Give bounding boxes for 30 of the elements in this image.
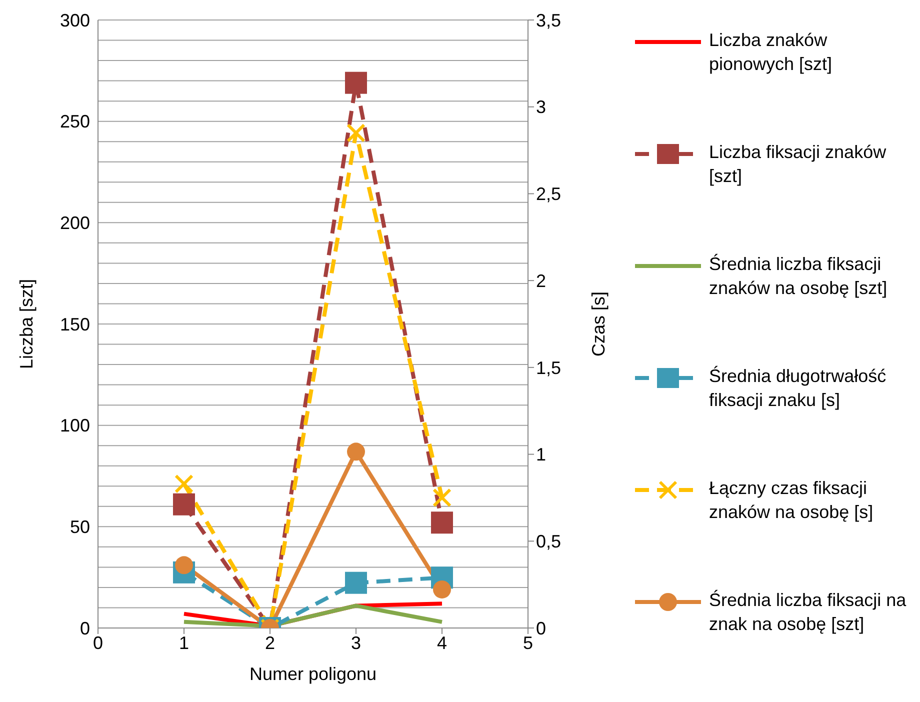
y2-tick-label: 1 xyxy=(536,444,546,465)
legend-label: Średnia liczba fiksacji znaków na osobę [szt] xyxy=(709,252,888,300)
x-tick-label: 0 xyxy=(92,632,104,653)
legend-label: Liczba znaków pionowych [szt] xyxy=(709,29,834,76)
y-tick-label: 50 xyxy=(70,517,90,538)
y-axis-title: Liczba [szt] xyxy=(16,278,36,370)
y2-axis-title: Czas [s] xyxy=(588,291,608,357)
x-tick-label: 4 xyxy=(436,632,448,653)
y2-tick-label: 3 xyxy=(536,97,546,118)
legend-label: Liczba fiksacji znaków [szt] xyxy=(709,141,888,188)
y2-tick-label: 3,5 xyxy=(536,10,562,30)
y2-tick-label: 0,5 xyxy=(536,532,562,552)
legend-label: Średnia liczba fiksacji na znak na osobę [szt] xyxy=(709,588,908,636)
x-tick-label: 2 xyxy=(264,632,276,653)
y2-tick-label: 0 xyxy=(536,618,546,638)
y-tick-label: 300 xyxy=(60,10,90,30)
y-tick-label: 100 xyxy=(60,416,90,436)
y2-tick-label: 2 xyxy=(536,270,546,291)
x-tick-label: 5 xyxy=(522,632,534,653)
y2-tick-label: 1,5 xyxy=(536,358,562,378)
y-tick-label: 200 xyxy=(60,213,90,234)
legend-label: Łączny czas fiksacji znaków na osobę [s] xyxy=(709,477,874,524)
x-axis-title: Numer poligonu xyxy=(249,664,377,684)
x-tick-label: 1 xyxy=(178,632,190,653)
y-tick-label: 150 xyxy=(60,314,90,334)
y-tick-label: 0 xyxy=(80,618,90,638)
y2-tick-label: 2,5 xyxy=(536,184,562,204)
x-tick-label: 3 xyxy=(350,632,362,653)
legend-label: Średnia długotrwałość fiksacji znaku [s] xyxy=(709,364,888,412)
y-tick-label: 250 xyxy=(60,112,90,132)
